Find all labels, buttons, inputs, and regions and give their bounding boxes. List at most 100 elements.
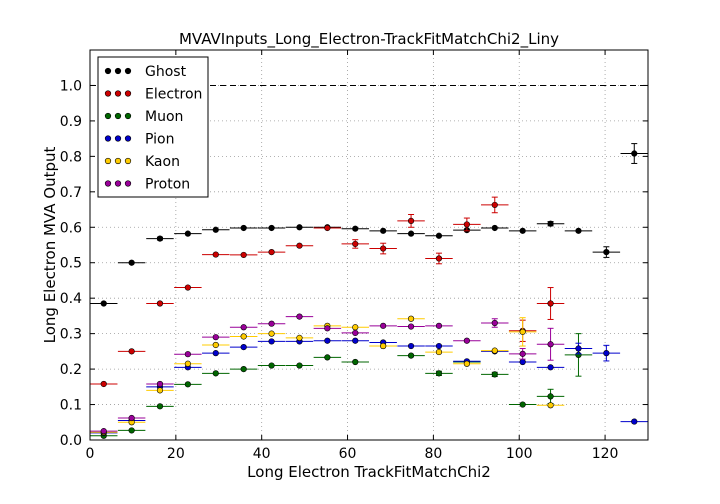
data-point	[184, 351, 191, 358]
data-point	[352, 225, 359, 232]
data-point	[128, 348, 135, 355]
data-point	[100, 380, 107, 388]
data-point	[128, 414, 135, 422]
y-tick-label: 0.5	[60, 256, 82, 272]
y-tick-label: 0.2	[60, 362, 82, 378]
x-tick-label: 60	[339, 446, 357, 462]
data-point	[380, 342, 387, 350]
data-point	[547, 393, 554, 400]
legend-label: Pion	[145, 132, 174, 148]
data-point	[435, 232, 443, 239]
data-point	[463, 221, 470, 228]
data-point	[268, 330, 275, 337]
y-tick-label: 1.0	[60, 78, 82, 94]
data-point	[240, 251, 247, 259]
legend-marker	[124, 90, 132, 97]
x-tick-label: 100	[506, 446, 533, 462]
data-point	[407, 323, 415, 330]
data-point	[519, 227, 526, 234]
data-point	[352, 240, 359, 248]
data-point	[352, 329, 359, 337]
data-point	[128, 259, 135, 266]
data-point	[435, 342, 443, 350]
data-point	[184, 360, 191, 367]
legend-box	[97, 56, 209, 198]
data-point	[603, 248, 610, 256]
axis-ticks: 0 20 40 60 80 100 120 0.0 0.1 0.2 0.3 0.4 0.5 0.6 0.7 0…	[60, 50, 648, 462]
data-point	[240, 224, 247, 232]
data-point	[407, 315, 415, 322]
data-point	[547, 220, 554, 227]
data-point	[296, 334, 303, 341]
x-axis-label: Long Electron TrackFitMatchChi2	[247, 463, 491, 481]
y-tick-label: 0.6	[60, 220, 82, 236]
data-point	[631, 418, 638, 425]
data-point	[491, 224, 498, 232]
data-point	[324, 354, 331, 361]
data-point	[324, 325, 331, 332]
data-point	[519, 358, 526, 366]
data-point	[603, 350, 610, 357]
data-point	[212, 251, 219, 258]
data-point	[212, 334, 219, 341]
data-point	[352, 324, 359, 331]
data-point	[491, 347, 498, 354]
legend-marker	[114, 180, 122, 187]
data-point	[100, 428, 107, 435]
legend-marker	[124, 157, 132, 165]
data-point	[240, 365, 247, 373]
data-point	[352, 358, 359, 366]
y-tick-label: 0.9	[60, 114, 82, 130]
data-point	[547, 402, 554, 409]
legend-marker	[104, 90, 112, 97]
legend-marker	[104, 157, 112, 165]
data-point	[128, 427, 135, 434]
data-point	[380, 227, 387, 234]
data-point	[268, 248, 275, 256]
data-point	[212, 341, 219, 349]
y-tick-label: 0.8	[60, 149, 82, 165]
data-point	[491, 371, 498, 378]
data-point	[296, 362, 303, 369]
data-point	[268, 224, 275, 232]
legend-marker	[114, 90, 122, 97]
plot-frame	[89, 49, 649, 441]
data-point	[407, 217, 415, 224]
legend-marker	[114, 112, 122, 120]
data-marks	[90, 143, 648, 439]
y-tick-label: 0.1	[60, 398, 82, 414]
data-point	[184, 381, 191, 388]
legend-marker	[124, 180, 132, 187]
data-point	[407, 230, 415, 237]
data-point	[156, 403, 164, 410]
data-point	[240, 333, 247, 340]
series-proton	[90, 313, 565, 435]
data-point	[212, 226, 219, 233]
data-point	[156, 300, 164, 307]
data-point	[156, 387, 164, 394]
x-tick-label: 20	[167, 446, 185, 462]
data-point	[380, 245, 387, 252]
data-point	[407, 352, 415, 359]
y-tick-label: 0.4	[60, 291, 82, 307]
data-point	[324, 224, 331, 232]
legend-label: Electron	[145, 87, 202, 103]
data-point	[324, 337, 331, 344]
legend-marker	[114, 157, 122, 165]
x-tick-label: 80	[424, 446, 442, 462]
data-point	[463, 337, 470, 344]
data-point	[463, 360, 470, 367]
data-point	[184, 230, 191, 237]
legend-marker	[104, 67, 112, 75]
x-tick-label: 0	[86, 446, 95, 462]
data-point	[631, 150, 638, 157]
legend: Ghost Electron Muon Pion Kaon Proton	[97, 56, 209, 198]
y-tick-label: 0.3	[60, 327, 82, 343]
data-point	[100, 300, 107, 307]
legend-label: Proton	[145, 177, 190, 193]
data-point	[240, 324, 247, 331]
y-axis-label: Long Electron MVA Output	[41, 147, 59, 344]
data-point	[519, 328, 526, 335]
data-point	[491, 319, 498, 327]
data-point	[380, 322, 387, 329]
